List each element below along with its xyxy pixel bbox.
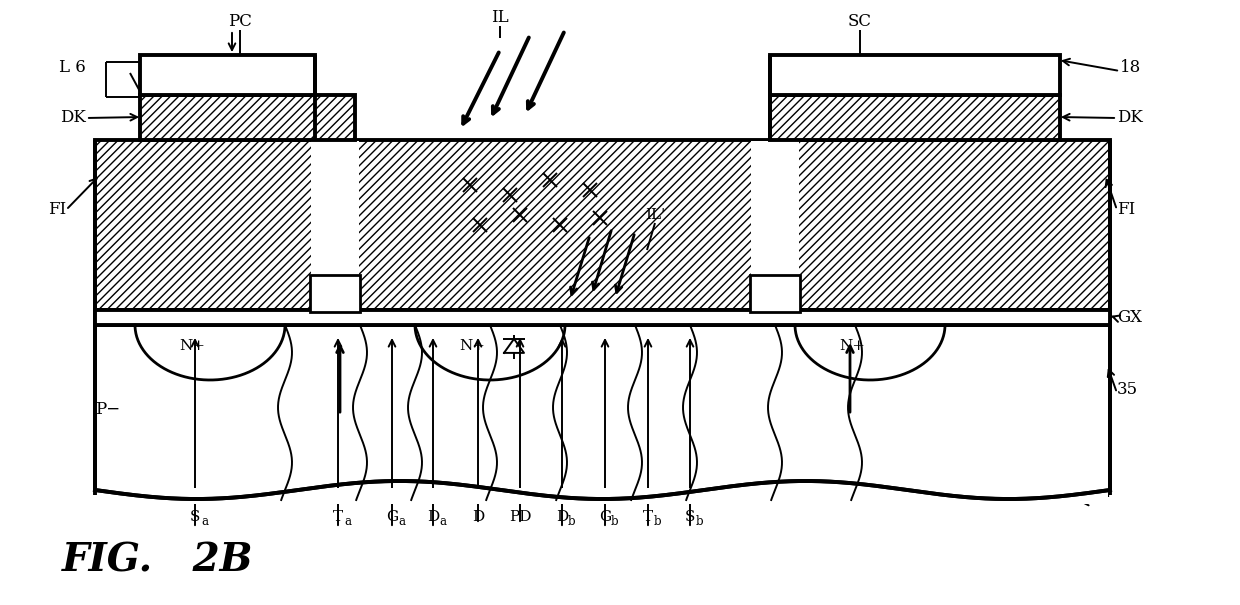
Text: PC: PC xyxy=(228,13,252,30)
Text: IL': IL' xyxy=(645,208,665,222)
Text: G: G xyxy=(386,510,398,524)
Text: b: b xyxy=(568,515,575,528)
Text: a: a xyxy=(439,515,446,528)
Text: 18: 18 xyxy=(1120,59,1141,76)
Text: a: a xyxy=(201,515,208,528)
Bar xyxy=(750,275,800,312)
Text: DK: DK xyxy=(60,110,86,126)
Text: D: D xyxy=(427,510,439,524)
Text: b: b xyxy=(696,515,703,528)
Text: P−: P− xyxy=(95,402,120,419)
Text: FI: FI xyxy=(48,201,66,218)
Text: L 6: L 6 xyxy=(60,59,86,76)
Bar xyxy=(770,55,1060,95)
Bar xyxy=(140,55,315,95)
Text: a: a xyxy=(398,515,405,528)
Bar xyxy=(97,488,1109,504)
Text: T: T xyxy=(642,510,653,524)
Text: PD: PD xyxy=(508,510,531,524)
Bar xyxy=(751,141,799,309)
Text: N+: N+ xyxy=(839,339,866,353)
Text: FIG.   2B: FIG. 2B xyxy=(62,542,253,580)
Text: 10': 10' xyxy=(1087,493,1111,507)
Text: S: S xyxy=(684,510,696,524)
Text: D: D xyxy=(472,510,484,524)
Text: T: T xyxy=(332,510,343,524)
Text: SC: SC xyxy=(848,13,872,30)
Bar xyxy=(140,95,355,140)
Text: D: D xyxy=(556,510,568,524)
Text: 35: 35 xyxy=(1117,382,1138,399)
Text: N+: N+ xyxy=(179,339,205,353)
Bar xyxy=(770,95,1060,140)
Bar xyxy=(95,140,1110,310)
Bar xyxy=(95,310,1110,325)
Text: S: S xyxy=(190,510,200,524)
Text: b: b xyxy=(653,515,662,528)
Text: GX: GX xyxy=(1117,310,1142,327)
Bar xyxy=(310,275,360,312)
Text: N+: N+ xyxy=(459,339,485,353)
Text: IL: IL xyxy=(491,10,508,27)
Text: b: b xyxy=(611,515,619,528)
Text: DK: DK xyxy=(1117,110,1143,126)
Bar xyxy=(311,141,360,309)
Text: G: G xyxy=(599,510,611,524)
Text: a: a xyxy=(343,515,351,528)
Text: FI: FI xyxy=(1117,201,1136,218)
Bar xyxy=(95,325,1110,490)
